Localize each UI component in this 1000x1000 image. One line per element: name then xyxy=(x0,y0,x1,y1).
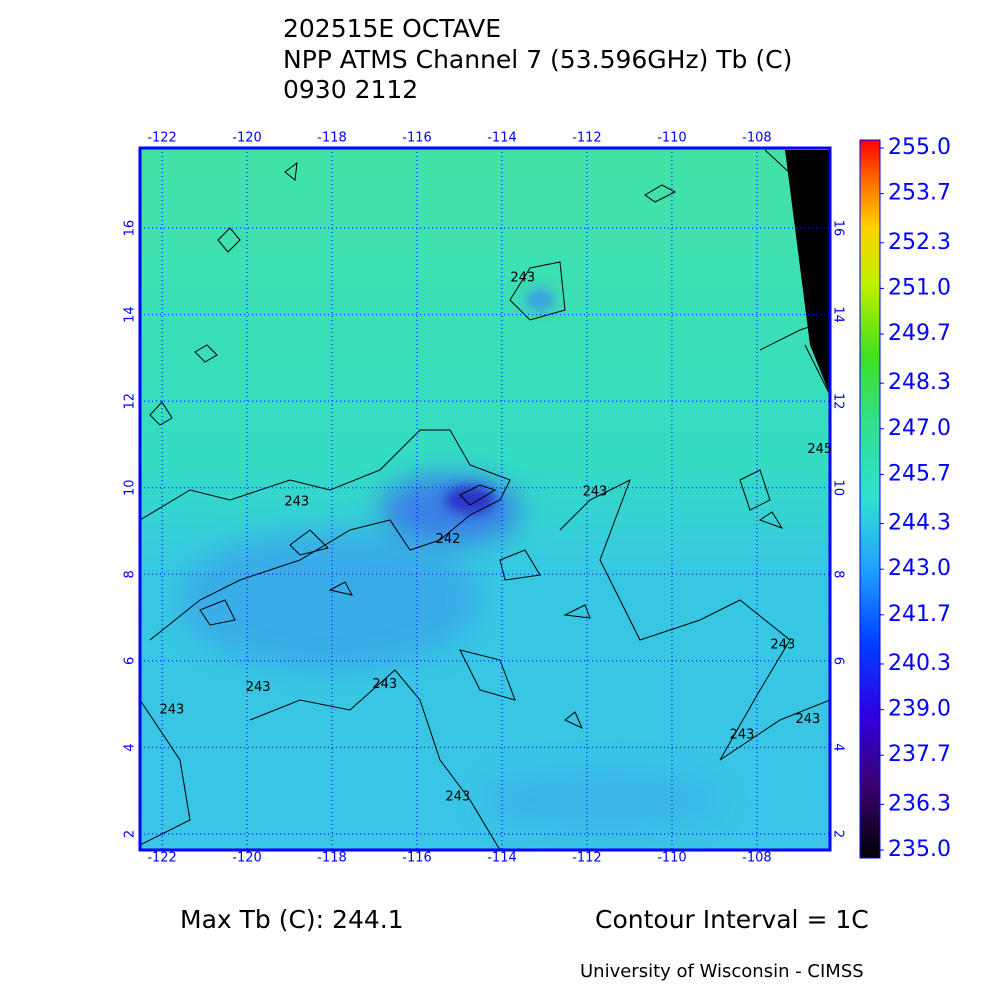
x-tick-label: -114 xyxy=(487,131,517,146)
contour-label: 243 xyxy=(284,495,309,510)
y-tick-label: 12 xyxy=(831,393,846,410)
x-tick-label: -122 xyxy=(147,131,177,146)
contour-label: 242 xyxy=(436,532,461,547)
colorbar-tick-label: 243.0 xyxy=(888,556,951,581)
x-tick-label: -116 xyxy=(402,131,432,146)
brightness-field xyxy=(140,148,830,850)
y-tick-label: 16 xyxy=(831,220,846,237)
x-tick-label: -108 xyxy=(742,131,772,146)
contour-label: 243 xyxy=(730,727,755,742)
y-tick-label: 12 xyxy=(123,393,138,410)
contour-label: 243 xyxy=(372,677,397,692)
y-tick-label: 10 xyxy=(123,479,138,496)
contour-label: 243 xyxy=(246,680,271,695)
colorbar-tick-label: 241.7 xyxy=(888,602,951,627)
x-tick-label: -116 xyxy=(402,851,432,866)
contour-label: 243 xyxy=(770,637,795,652)
colorbar-tick-label: 251.0 xyxy=(888,275,951,300)
credit: University of Wisconsin - CIMSS xyxy=(580,961,864,982)
contour-label: 243 xyxy=(510,270,535,285)
y-tick-label: 8 xyxy=(123,570,138,578)
x-tick-label: -112 xyxy=(572,851,602,866)
contour-label: 243 xyxy=(583,485,608,500)
colorbar-tick-label: 247.0 xyxy=(888,416,951,441)
x-tick-label: -114 xyxy=(487,851,517,866)
colorbar-tick-label: 235.0 xyxy=(888,837,951,862)
y-tick-label: 14 xyxy=(831,306,846,323)
contour-label: 243 xyxy=(445,789,470,804)
x-tick-label: -120 xyxy=(232,131,262,146)
colorbar-tick-label: 253.7 xyxy=(888,181,951,206)
colorbar-tick-label: 255.0 xyxy=(888,135,951,160)
colorbar-tick-label: 239.0 xyxy=(888,697,951,722)
y-tick-label: 6 xyxy=(831,657,846,665)
contour-label: 243 xyxy=(159,702,184,717)
colorbar-tick-label: 240.3 xyxy=(888,651,951,676)
colorbar-tick-label: 249.7 xyxy=(888,321,951,346)
x-tick-label: -108 xyxy=(742,851,772,866)
x-tick-label: -110 xyxy=(657,131,687,146)
y-tick-label: 8 xyxy=(831,570,846,578)
colorbar-tick-label: 237.7 xyxy=(888,742,951,767)
colorbar-tick-label: 244.3 xyxy=(888,511,951,536)
colorbar-tick-label: 248.3 xyxy=(888,370,951,395)
y-tick-label: 16 xyxy=(123,220,138,237)
y-tick-label: 4 xyxy=(123,743,138,751)
y-tick-label: 2 xyxy=(831,830,846,838)
x-tick-label: -112 xyxy=(572,131,602,146)
colorbar-tick-label: 252.3 xyxy=(888,230,951,255)
x-tick-label: -118 xyxy=(317,851,347,866)
y-tick-label: 6 xyxy=(123,657,138,665)
colorbar-tick-label: 236.3 xyxy=(888,791,951,816)
y-tick-label: 2 xyxy=(123,830,138,838)
y-tick-label: 14 xyxy=(123,306,138,323)
title-line: 202515E OCTAVE xyxy=(283,14,501,43)
plot-frame xyxy=(138,146,832,852)
colorbar-tick-label: 245.7 xyxy=(888,461,951,486)
x-tick-label: -122 xyxy=(147,851,177,866)
title-line: 0930 2112 xyxy=(283,75,418,104)
max-label: Max Tb (C): 244.1 xyxy=(180,905,404,934)
colorbar xyxy=(859,139,881,859)
contour-label: 243 xyxy=(795,712,820,727)
y-tick-label: 10 xyxy=(831,479,846,496)
y-tick-label: 4 xyxy=(831,743,846,751)
x-tick-label: -110 xyxy=(657,851,687,866)
x-tick-label: -120 xyxy=(232,851,262,866)
contour-label: 245 xyxy=(807,442,832,457)
contour-interval: Contour Interval = 1C xyxy=(595,905,869,934)
x-tick-label: -118 xyxy=(317,131,347,146)
title-line: NPP ATMS Channel 7 (53.596GHz) Tb (C) xyxy=(283,45,792,74)
